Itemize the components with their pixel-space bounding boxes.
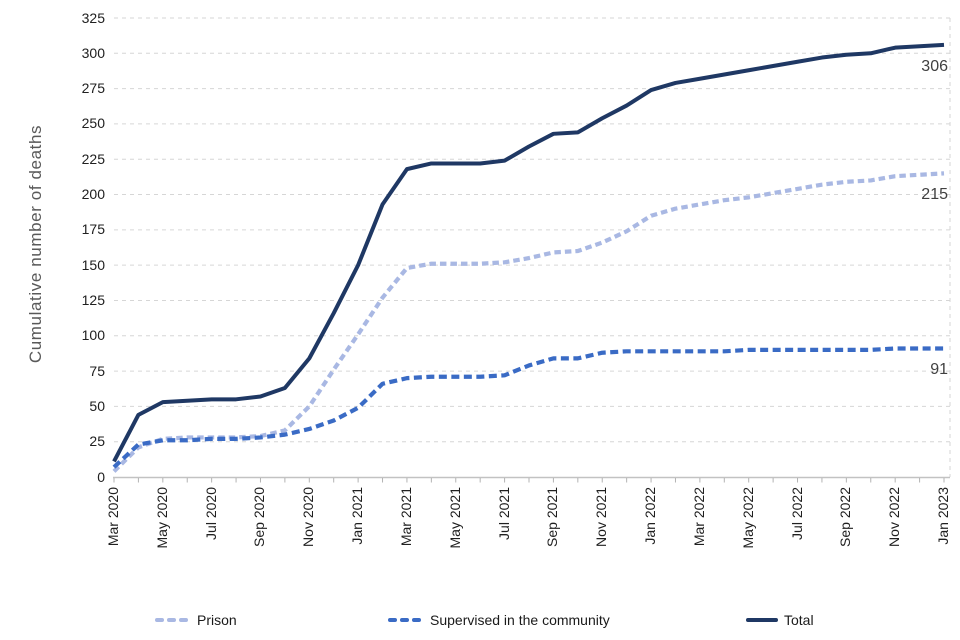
x-tick-label: Nov 2020 — [300, 487, 317, 547]
chart-legend: Prison Supervised in the community Total — [0, 608, 960, 636]
x-tick-label: May 2021 — [446, 487, 463, 549]
legend-solid-line-icon — [746, 618, 778, 622]
y-tick-label: 50 — [89, 397, 105, 414]
series-line-supervised-in-the-community — [112, 346, 944, 469]
y-tick-label: 150 — [81, 256, 105, 273]
end-label-supervised-in-the-community: 91 — [930, 361, 948, 379]
y-tick-label: 25 — [89, 433, 105, 450]
y-tick-label: 300 — [81, 44, 105, 61]
end-label-prison: 215 — [921, 186, 948, 204]
y-tick-label: 175 — [81, 221, 105, 238]
y-tick-label: 0 — [97, 468, 105, 485]
legend-dashed-line-icon — [155, 618, 191, 622]
legend-item-prison: Prison — [155, 608, 237, 632]
y-tick-label: 325 — [81, 9, 105, 26]
y-tick-label: 275 — [81, 80, 105, 97]
x-tick-label: Jan 2023 — [935, 487, 951, 545]
y-tick-label: 75 — [89, 362, 105, 379]
x-tick-label: Jul 2021 — [495, 487, 512, 540]
x-tick-label: May 2022 — [739, 487, 756, 549]
y-tick-label: 125 — [81, 291, 105, 308]
series-line-prison — [112, 171, 945, 473]
y-tick-label: 225 — [81, 150, 105, 167]
end-label-total: 306 — [921, 57, 948, 75]
legend-item-supervised-in-the-community: Supervised in the community — [388, 608, 610, 632]
y-tick-label: 100 — [81, 327, 105, 344]
legend-label: Total — [784, 612, 814, 628]
legend-dashed-line-icon — [388, 618, 424, 622]
x-tick-label: Jan 2022 — [642, 487, 659, 545]
x-tick-label: Sep 2021 — [544, 487, 561, 547]
legend-label: Prison — [197, 612, 237, 628]
x-tick-label: Nov 2022 — [886, 487, 903, 547]
y-tick-label: 250 — [81, 115, 105, 132]
legend-label: Supervised in the community — [430, 612, 610, 628]
x-tick-label: Sep 2022 — [837, 487, 854, 547]
x-tick-label: Sep 2020 — [251, 487, 268, 547]
legend-item-total: Total — [746, 608, 814, 632]
x-tick-label: Mar 2021 — [397, 487, 414, 547]
series-line-total — [112, 42, 945, 463]
x-tick-label: Jul 2022 — [788, 487, 805, 540]
x-tick-label: Mar 2022 — [690, 487, 707, 547]
x-tick-label: Nov 2021 — [593, 487, 610, 547]
x-tick-label: Jul 2020 — [202, 487, 219, 540]
x-tick-label: May 2020 — [153, 487, 170, 549]
y-tick-label: 200 — [81, 186, 105, 203]
x-tick-label: Jan 2021 — [349, 487, 366, 545]
x-tick-label: Mar 2020 — [105, 487, 121, 547]
